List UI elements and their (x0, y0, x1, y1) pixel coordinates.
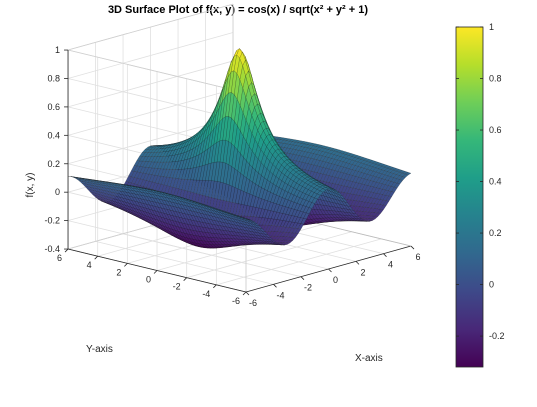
x-tick-label: 0 (333, 275, 338, 285)
z-tick-label: 0.4 (48, 130, 61, 140)
colorbar-tick-label: 0.2 (489, 228, 502, 238)
colorbar-tick-label: 0.4 (489, 177, 502, 187)
surface-plot (68, 48, 412, 249)
y-tick-mark (94, 255, 98, 260)
axes-box-edge (67, 3, 234, 51)
y-tick-mark (64, 248, 69, 253)
z-tick-label: 0.2 (48, 159, 61, 169)
z-tick-label: 0.8 (48, 73, 61, 83)
colorbar: -0.2 0 0.2 0.4 0.6 0.8 1 (455, 22, 505, 368)
x-tick-mark (300, 276, 305, 280)
y-tick-mark (242, 291, 247, 296)
y-tick-mark (153, 270, 158, 274)
axes-box-edge (67, 49, 247, 94)
colorbar-tick-label: 0.8 (489, 74, 502, 84)
back-wall-grid-line (67, 32, 234, 79)
y-tick-label: 0 (146, 275, 151, 285)
x-tick-mark (355, 261, 360, 265)
y-tick-mark (213, 284, 217, 289)
y-tick-label: 4 (87, 260, 92, 270)
x-tick-label: -4 (276, 290, 284, 300)
y-tick-label: 6 (57, 253, 62, 263)
y-axis-label: Y-axis (86, 344, 113, 355)
chart-title: 3D Surface Plot of f(x, y) = cos(x) / sq… (108, 4, 368, 16)
x-tick-label: -6 (249, 298, 257, 308)
y-tick-mark (183, 277, 187, 281)
colorbar-tick-label: -0.2 (489, 331, 505, 341)
y-tick-label: -6 (232, 296, 240, 306)
z-tick-label: 0.6 (48, 102, 61, 112)
colorbar-tick-label: 0 (489, 280, 494, 290)
back-wall-grid-line (67, 88, 234, 136)
x-axis-label: X-axis (355, 353, 383, 364)
z-tick-label: -0.2 (45, 216, 61, 226)
x-tick-mark (273, 284, 277, 288)
x-tick-mark (383, 253, 387, 257)
x-tick-mark (245, 291, 250, 296)
axis-ticks: -6-4-20246-6-4-20246-0.4-0.200.20.40.60.… (45, 45, 421, 308)
surface-patch (404, 172, 412, 176)
back-wall-grid-line (67, 60, 234, 108)
floor-grid-line (186, 231, 352, 279)
z-axis-label: f(x, y) (25, 173, 36, 198)
floor-grid-line (216, 238, 382, 286)
colorbar-gradient (455, 26, 484, 368)
colorbar-tick-label: 1 (489, 22, 494, 32)
z-tick-label: -0.4 (45, 244, 61, 254)
y-tick-label: -4 (202, 289, 210, 299)
colorbar-tick-label: 0.6 (489, 125, 502, 135)
y-tick-mark (124, 263, 128, 267)
x-tick-label: 2 (360, 267, 365, 277)
x-tick-mark (410, 245, 415, 250)
x-tick-mark (328, 268, 332, 273)
x-tick-label: 6 (415, 252, 420, 262)
y-tick-label: -2 (173, 282, 181, 292)
side-wall-grid-line (67, 220, 247, 264)
z-tick-label: 0 (55, 187, 60, 197)
x-tick-label: -2 (304, 283, 312, 293)
z-tick-label: 1 (55, 45, 60, 55)
y-tick-label: 2 (116, 267, 121, 277)
x-tick-label: 4 (388, 260, 393, 270)
